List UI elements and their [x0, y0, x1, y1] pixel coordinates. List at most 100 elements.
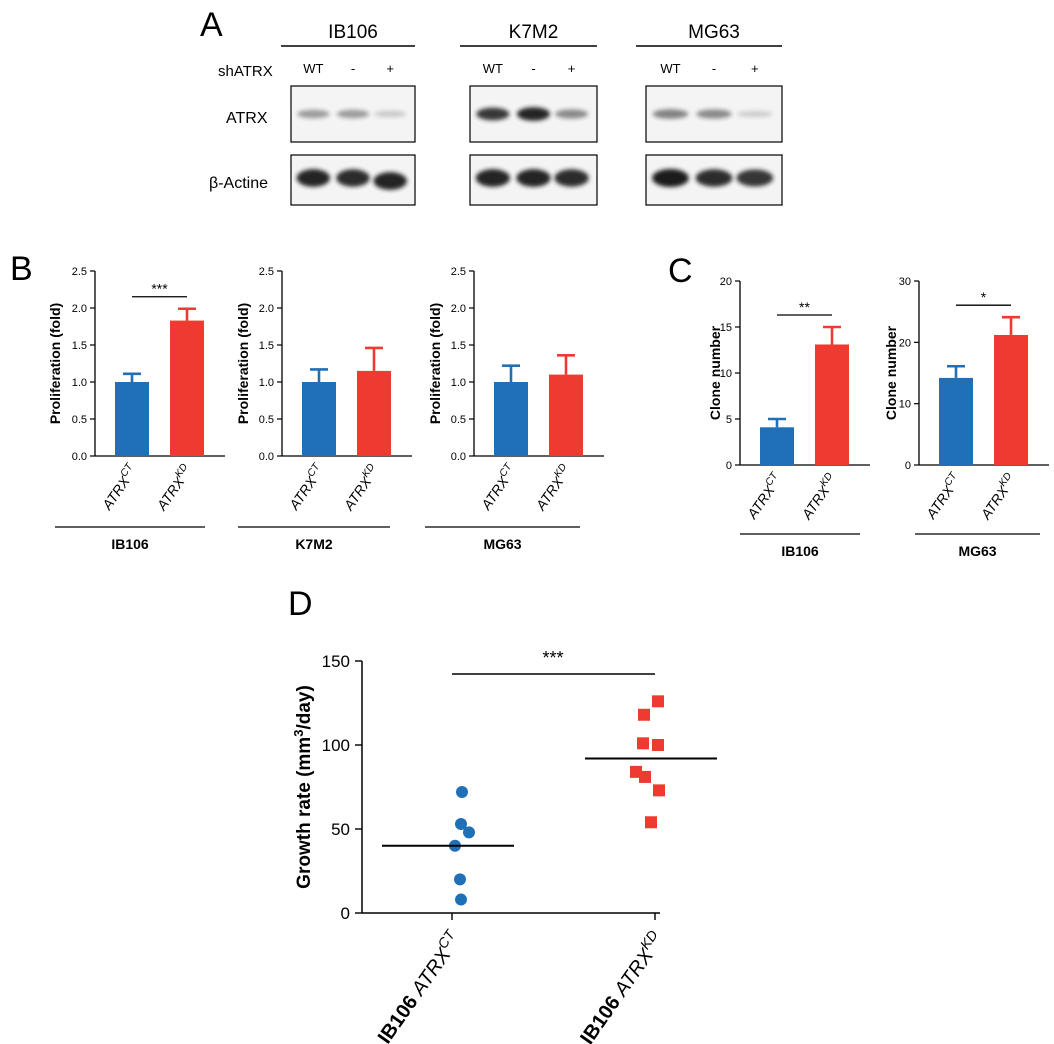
category-label-kd: ATRXKD: [798, 471, 835, 523]
group-label: K7M2: [295, 536, 333, 552]
y-tick-label: 2.5: [259, 266, 274, 278]
category-label-ct: ATRXCT: [921, 470, 965, 522]
y-tick-label: 1.5: [72, 340, 87, 352]
y-tick-label: 1.0: [451, 377, 466, 389]
y-tick-label: 2.5: [72, 266, 87, 278]
category-label-kd-base: ATRX: [798, 482, 833, 522]
category-label-kd-base: ATRX: [532, 473, 567, 513]
panel-a-letter: A: [200, 6, 223, 44]
data-point-kd: [653, 784, 665, 797]
category-label-ct-base: ATRX: [922, 482, 957, 522]
y-axis-label-sup: 3: [291, 730, 306, 737]
category-label-kd-base: ATRX: [153, 473, 188, 513]
cell-line-label-ib106: IB106: [328, 22, 378, 43]
bar-ct: [760, 427, 794, 465]
category-label-ct: IB106 ATRXCT: [371, 926, 467, 1044]
y-axis-label: Proliferation (fold): [235, 303, 251, 424]
category-label-kd: ATRXKD: [976, 471, 1020, 523]
category-label-ct-text: ATRXCT: [97, 461, 141, 513]
y-tick-label: 0: [341, 904, 350, 923]
atrx-band: [336, 109, 370, 119]
lane-label: WT: [303, 61, 323, 76]
category-label-ct-text: ATRXCT: [921, 470, 965, 522]
atrx-band: [297, 109, 330, 119]
data-point-kd: [638, 708, 650, 721]
bar-kd: [994, 334, 1028, 465]
category-label-ct-text: ATRXCT: [284, 461, 328, 513]
category-label-ct: ATRXCT: [743, 470, 781, 522]
bar-kd: [815, 344, 849, 465]
data-point-ct: [455, 893, 467, 906]
y-tick-label: 20: [899, 337, 911, 349]
data-point-kd: [637, 737, 649, 750]
data-point-kd: [645, 816, 657, 829]
actin-band: [336, 169, 370, 187]
lane-label: WT: [483, 61, 503, 76]
chart-b-mg63: 0.0 0.5 1.0 1.5 2.0 2.5 Proliferation (fold) AT…: [425, 266, 604, 552]
y-tick-label: 2.0: [259, 303, 274, 315]
category-label-text: IB106 ATRXCT: [371, 926, 467, 1044]
bar-ct: [494, 382, 528, 456]
y-tick-label: 0.5: [451, 414, 466, 426]
category-label-italic: ATRX: [610, 945, 659, 1001]
atrx-band: [555, 109, 589, 119]
y-tick-label: 0.0: [259, 451, 274, 463]
actin-band: [475, 169, 511, 187]
y-tick-label: 5: [726, 414, 732, 426]
significance-stars: *: [981, 289, 987, 305]
category-label-kd: ATRXKD: [340, 462, 377, 514]
y-tick-label: 10: [899, 399, 911, 411]
western-blot-panel: IB106 WT - + K7M2 WT - + MG63 WT - +: [281, 22, 783, 206]
cell-line-label-mg63: MG63: [688, 22, 740, 43]
y-axis-label: Clone number: [883, 325, 899, 420]
category-label-ct-base: ATRX: [743, 482, 778, 522]
chart-d-growth-rate: 0 50 100 150 Growth rate (mm3/day) IB106 ATRX…: [291, 648, 717, 1044]
y-axis-label: Proliferation (fold): [47, 303, 63, 424]
y-tick-label: 50: [331, 820, 350, 839]
y-tick-label: 1.5: [259, 340, 274, 352]
significance-stars: ***: [542, 648, 563, 668]
y-tick-label: 15: [720, 322, 732, 334]
actin-band: [516, 169, 551, 187]
actin-band: [736, 169, 774, 187]
significance-stars: ***: [151, 281, 168, 297]
actin-band: [296, 169, 331, 187]
atrx-band: [374, 110, 407, 118]
y-tick-label: 2.5: [451, 266, 466, 278]
y-axis-label-pre: Growth rate (mm: [294, 737, 315, 889]
category-label-kd-text: ATRXKD: [976, 471, 1020, 523]
category-label-kd-text: ATRXKD: [531, 462, 575, 514]
y-axis-label-post: /day): [294, 685, 315, 729]
y-tick-label: 0.5: [259, 414, 274, 426]
y-tick-label: 20: [720, 276, 732, 288]
data-point-ct: [456, 786, 468, 799]
group-label: MG63: [483, 536, 521, 552]
data-point-ct: [455, 817, 467, 830]
lane-label: -: [351, 61, 355, 76]
lane-label: -: [531, 61, 535, 76]
panel-b-letter: B: [10, 250, 33, 288]
atrx-band: [652, 109, 689, 119]
lane-label: +: [386, 61, 394, 76]
bar-kd: [549, 374, 583, 456]
category-label-ct: ATRXCT: [97, 461, 141, 513]
atrx-band: [516, 107, 551, 121]
y-tick-label: 1.0: [72, 377, 87, 389]
y-tick-label: 2.0: [451, 303, 466, 315]
category-label-base: IB106: [374, 987, 426, 1044]
panel-c-letter: C: [668, 252, 693, 290]
y-tick-label: 150: [322, 652, 350, 671]
data-point-kd: [639, 770, 651, 783]
bar-ct: [115, 382, 149, 456]
group-label: IB106: [111, 536, 149, 552]
actin-band: [373, 172, 407, 190]
y-tick-label: 0.0: [451, 451, 466, 463]
panel-d-letter: D: [288, 585, 313, 623]
y-tick-label: 0: [726, 460, 732, 472]
data-point-ct: [463, 826, 475, 839]
category-label-base: IB106: [576, 988, 628, 1044]
actin-row-label: β-Actine: [209, 175, 268, 192]
